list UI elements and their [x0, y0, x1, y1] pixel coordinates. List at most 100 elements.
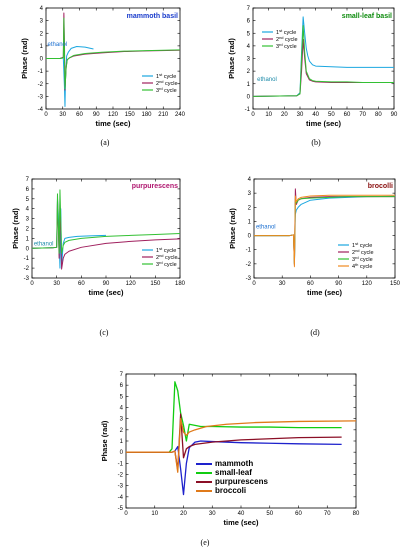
x-tick-label: 240 [175, 112, 186, 118]
legend-label: broccoli [215, 486, 246, 495]
y-tick-label: -3 [24, 276, 30, 282]
series-line-broccoli [126, 418, 357, 473]
x-axis-label: time (sec) [306, 119, 342, 128]
y-tick-label: -2 [246, 262, 252, 268]
y-tick-label: 5 [247, 31, 251, 37]
y-tick-label: 1 [26, 236, 30, 242]
legend-label: purpurescens [215, 477, 268, 486]
ethanol-annotation: ethanol [256, 225, 276, 231]
chart-title: brocolli [368, 183, 393, 190]
x-tick-label: 30 [209, 511, 216, 517]
y-tick-label: 2 [248, 205, 252, 211]
x-tick-label: 0 [252, 281, 256, 287]
legend-label: 1st cycle [276, 28, 296, 36]
x-tick-label: 180 [175, 281, 186, 287]
x-axis-label: time (sec) [88, 288, 124, 297]
y-tick-label: -1 [118, 461, 124, 467]
x-tick-label: 120 [108, 112, 119, 118]
x-tick-label: 60 [76, 112, 83, 118]
y-axis-label: Phase (rad) [228, 208, 237, 249]
y-tick-label: -2 [24, 266, 30, 272]
chart-panel-1: 0 30 60 90 120 150 180 210 240 -4 -3 -2 -1 0 1 2 3 4 time … [20, 6, 186, 147]
chart-panel-3: 0 30 60 90 120 150 180 -3 -2 -1 0 1 2 3 4 5 6 7 time (sec)… [11, 177, 186, 337]
legend-label: 3rd cycle [156, 260, 177, 268]
legend-label: mammoth [215, 459, 253, 468]
y-tick-label: 7 [120, 372, 124, 378]
x-tick-label: 0 [251, 112, 255, 118]
y-tick-label: 1 [247, 82, 251, 88]
x-tick-label: 80 [353, 511, 360, 517]
series-line-3rd-cycle [46, 17, 181, 90]
legend-label: 1st cycle [156, 72, 176, 80]
y-tick-label: 4 [26, 207, 30, 213]
y-tick-label: 2 [247, 69, 251, 75]
y-tick-label: -3 [38, 94, 44, 100]
legend-label: 2nd cycle [352, 248, 374, 256]
x-tick-label: 40 [238, 511, 245, 517]
y-tick-label: 0 [40, 57, 44, 63]
x-axis-label: time (sec) [95, 119, 131, 128]
x-tick-label: 30 [279, 281, 286, 287]
x-axis-label: time (sec) [223, 518, 259, 527]
y-tick-label: 4 [120, 406, 124, 412]
y-tick-label: 3 [40, 19, 44, 25]
y-tick-label: 1 [120, 439, 124, 445]
x-tick-label: 70 [359, 112, 366, 118]
y-tick-label: 3 [120, 417, 124, 423]
legend-label: 2nd cycle [276, 35, 298, 43]
x-tick-label: 210 [158, 112, 169, 118]
y-tick-label: -1 [245, 107, 251, 113]
y-tick-label: -3 [118, 484, 124, 490]
y-tick-label: -1 [246, 248, 252, 254]
ethanol-annotation: ethanol [34, 241, 54, 247]
y-tick-label: 1 [248, 219, 252, 225]
y-tick-label: 6 [247, 19, 251, 25]
y-tick-label: -5 [118, 506, 124, 512]
series-line-3rd-cycle [31, 189, 181, 254]
series-line-3rd-cycle [252, 25, 394, 97]
x-tick-label: 0 [44, 112, 48, 118]
legend-label: 2nd cycle [156, 253, 178, 261]
chart-title: small-leaf basil [342, 13, 392, 20]
y-tick-label: -1 [24, 256, 30, 262]
x-tick-label: 150 [150, 281, 161, 287]
y-tick-label: 3 [247, 57, 251, 63]
y-tick-label: 7 [247, 6, 251, 12]
y-tick-label: 4 [248, 177, 252, 183]
y-tick-label: -3 [246, 276, 252, 282]
y-tick-label: 7 [26, 177, 30, 183]
plot-frame [252, 7, 395, 110]
x-tick-label: 50 [328, 112, 335, 118]
x-tick-label: 60 [307, 281, 314, 287]
x-tick-label: 150 [125, 112, 136, 118]
x-tick-label: 30 [59, 112, 66, 118]
legend-label: 2nd cycle [156, 79, 178, 87]
panel-label: (c) [100, 328, 109, 337]
legend-label: 4th cycle [352, 262, 372, 270]
chart-panel-5: 0 10 20 30 40 50 60 70 80 -5 -4 -3 -2 -1 0 1 2 3 4 5 6 7 time … [100, 372, 360, 547]
ethanol-annotation: ethanol [257, 77, 277, 83]
x-axis-label: time (sec) [307, 288, 343, 297]
y-tick-label: 0 [26, 246, 30, 252]
y-tick-label: 0 [247, 94, 251, 100]
legend-label: small-leaf [215, 468, 252, 477]
x-tick-label: 80 [375, 112, 382, 118]
y-tick-label: 6 [26, 187, 30, 193]
y-tick-label: 3 [248, 191, 252, 197]
x-tick-label: 90 [335, 281, 342, 287]
y-tick-label: 1 [40, 44, 44, 50]
x-tick-label: 60 [344, 112, 351, 118]
legend-label: 1st cycle [156, 246, 176, 254]
x-tick-label: 70 [324, 511, 331, 517]
y-tick-label: -2 [38, 82, 44, 88]
panel-label: (d) [310, 328, 320, 337]
y-tick-label: 0 [248, 234, 252, 240]
legend-label: 3rd cycle [156, 86, 177, 94]
y-tick-label: -4 [118, 495, 124, 501]
chart-title: purpurescens [132, 183, 178, 190]
chart-title: mammoth basil [127, 13, 178, 20]
chart-panel-4: 0 30 60 90 120 150 -3 -2 -1 0 1 2 3 4 time (sec) Phase … [228, 177, 401, 337]
x-tick-label: 90 [103, 281, 110, 287]
legend-label: 3rd cycle [276, 42, 297, 50]
x-tick-label: 30 [297, 112, 304, 118]
